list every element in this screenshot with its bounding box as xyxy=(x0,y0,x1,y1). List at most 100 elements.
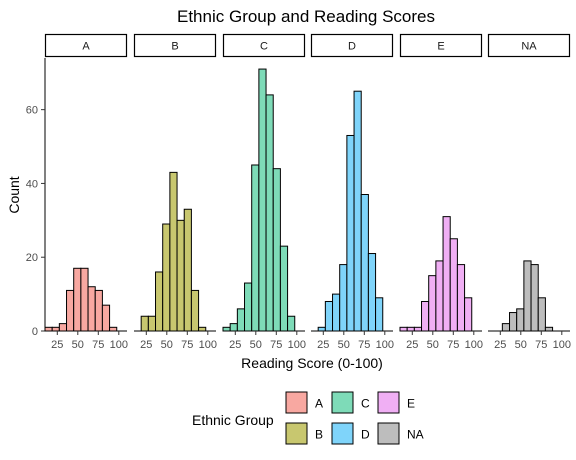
histogram-bar xyxy=(109,326,118,332)
legend-label: E xyxy=(407,397,415,411)
x-tick-label: 100 xyxy=(553,339,571,351)
facet-panels: A 25 50 75 100 B 25 50 75 100 C 25 50 75 100 D 25 50 75 100… xyxy=(44,33,571,351)
facet-panel-na: NA 25 50 75 100 xyxy=(487,33,571,351)
facet-panel-a: A 25 50 75 100 xyxy=(44,33,128,351)
x-tick-label: 50 xyxy=(250,339,262,351)
y-tick-label: 0 xyxy=(32,326,38,338)
histogram-bar xyxy=(222,326,231,332)
facet-strip xyxy=(133,33,217,58)
histogram-bar xyxy=(435,260,444,332)
histogram-bar xyxy=(449,238,458,332)
histogram-bar xyxy=(176,219,185,332)
x-tick-label: 75 xyxy=(181,339,193,351)
histogram-bar xyxy=(66,289,75,332)
histogram-bar xyxy=(332,293,341,332)
legend-label: B xyxy=(315,428,323,442)
histogram-bar xyxy=(413,326,423,332)
histogram-bar xyxy=(421,300,430,332)
histogram-bar xyxy=(229,323,238,332)
histogram-bar xyxy=(346,134,355,332)
y-axis-title: Count xyxy=(6,176,22,213)
x-tick-label: 75 xyxy=(447,339,459,351)
histogram-bar xyxy=(399,326,408,332)
histogram-bar xyxy=(183,208,192,332)
facet-strip xyxy=(310,33,394,58)
histogram-bar xyxy=(279,245,289,332)
histogram-bar xyxy=(537,297,546,332)
x-tick-label: 50 xyxy=(427,339,439,351)
x-tick-label: 75 xyxy=(92,339,104,351)
facet-strip-label: C xyxy=(260,41,268,53)
histogram-bar xyxy=(406,326,415,332)
histogram-bar xyxy=(169,171,178,332)
x-tick-label: 25 xyxy=(317,339,329,351)
facet-panel-d: D 25 50 75 100 xyxy=(310,33,394,351)
histogram-bar xyxy=(162,223,171,332)
legend-label: NA xyxy=(407,428,424,442)
histogram-bar xyxy=(44,326,53,332)
legend-key-na xyxy=(377,422,400,445)
histogram-bar xyxy=(360,194,369,332)
facet-strip-label: NA xyxy=(521,41,537,53)
histogram-bar xyxy=(272,168,281,332)
x-axis-title: Reading Score (0-100) xyxy=(241,355,383,371)
histogram-bar xyxy=(287,315,296,332)
legend-key-e xyxy=(377,391,400,414)
histogram-bar xyxy=(339,264,348,332)
histogram-bar xyxy=(442,216,451,332)
legend-key-a xyxy=(285,391,308,414)
x-tick-label: 75 xyxy=(270,339,282,351)
facet-panel-b: B 25 50 75 100 xyxy=(133,33,217,351)
histogram-bar xyxy=(155,271,164,332)
legend-key-b xyxy=(285,422,308,445)
histogram-bar xyxy=(147,315,157,332)
histogram-bar xyxy=(58,323,68,332)
histogram-bar xyxy=(464,297,473,332)
x-tick-label: 100 xyxy=(376,339,394,351)
facet-strip-label: B xyxy=(171,41,178,53)
histogram-bar xyxy=(198,326,207,332)
legend-title: Ethnic Group xyxy=(192,412,274,428)
facet-strip xyxy=(222,33,306,58)
histogram-bar xyxy=(73,267,82,332)
legend-label: D xyxy=(361,428,370,442)
legend-label: A xyxy=(315,397,323,411)
x-tick-label: 100 xyxy=(199,339,217,351)
chart-title: Ethnic Group and Reading Scores xyxy=(177,7,435,26)
histogram-bar xyxy=(375,297,384,332)
histogram-bar xyxy=(367,253,377,332)
facet-panel-e: E 25 50 75 100 xyxy=(399,33,483,351)
x-tick-label: 75 xyxy=(358,339,370,351)
histogram-bar xyxy=(353,90,362,332)
histogram-bar xyxy=(236,308,246,332)
histogram-bar xyxy=(94,289,103,332)
histogram-bar xyxy=(101,304,111,332)
histogram-bar xyxy=(317,326,326,332)
facet-strip xyxy=(487,33,571,58)
histogram-bar xyxy=(244,282,253,332)
facet-strip-label: D xyxy=(348,41,356,53)
x-tick-label: 50 xyxy=(161,339,173,351)
legend: Ethnic Group A B C D E NA xyxy=(192,391,424,445)
x-tick-label: 25 xyxy=(51,339,63,351)
x-tick-label: 100 xyxy=(465,339,483,351)
histogram-bar xyxy=(87,286,96,332)
histogram-bar xyxy=(501,323,511,332)
histogram-bar xyxy=(324,300,334,332)
histogram-bar xyxy=(258,68,267,332)
histogram-bar xyxy=(251,164,260,332)
x-tick-label: 25 xyxy=(140,339,152,351)
x-tick-label: 50 xyxy=(515,339,527,351)
histogram-bar xyxy=(544,326,554,332)
legend-label: C xyxy=(361,397,370,411)
x-tick-label: 75 xyxy=(535,339,547,351)
facet-strip-label: A xyxy=(82,41,90,53)
legend-key-d xyxy=(331,422,354,445)
x-tick-label: 50 xyxy=(72,339,84,351)
y-tick-label: 60 xyxy=(26,105,38,117)
x-tick-label: 100 xyxy=(288,339,306,351)
histogram-bar xyxy=(530,264,539,332)
y-tick-label: 20 xyxy=(26,252,38,264)
histogram-bar xyxy=(428,275,437,332)
facet-panel-c: C 25 50 75 100 xyxy=(222,33,306,351)
